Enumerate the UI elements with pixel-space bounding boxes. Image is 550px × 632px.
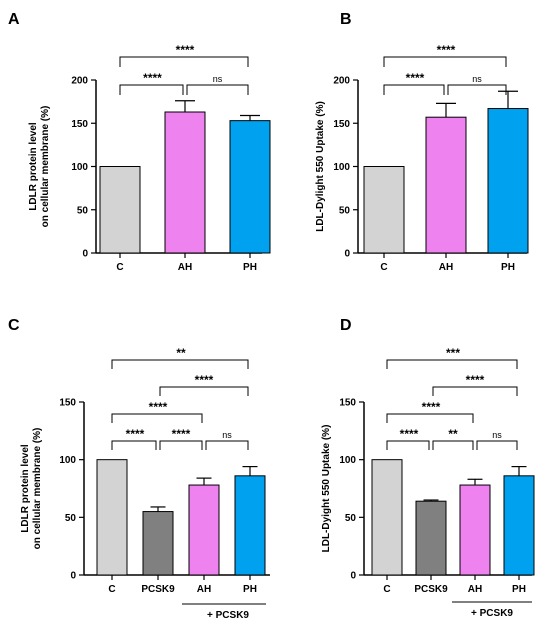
bar-pcsk9 bbox=[142, 511, 174, 576]
significance-bracket bbox=[186, 84, 249, 95]
x-tick-label: PCSK9 bbox=[414, 584, 448, 595]
bar-c bbox=[363, 166, 405, 254]
y-tick-label: 50 bbox=[339, 205, 351, 216]
significance-label: **** bbox=[406, 71, 425, 85]
y-axis-label: LDLR protein level bbox=[20, 444, 31, 533]
significance-bracket bbox=[111, 440, 157, 450]
significance-label: **** bbox=[437, 43, 456, 57]
x-tick-label: PH bbox=[501, 262, 515, 273]
x-tick-label: C bbox=[116, 262, 123, 273]
significance-label: ** bbox=[448, 427, 458, 441]
y-tick-label: 100 bbox=[59, 455, 76, 466]
bar-ah bbox=[164, 111, 206, 254]
y-tick-label: 150 bbox=[339, 398, 356, 409]
panel-a: A 0 50 100 150 200 LDLR protein level on cellul… bbox=[8, 11, 271, 273]
significance-label: ** bbox=[176, 346, 186, 360]
panel-b: B 0 50 100 150 200 LDL-Dylight 550 Uptake (%) C… bbox=[315, 11, 529, 273]
y-axis-label: on cellular membrane (%) bbox=[32, 428, 43, 550]
group-label: + PCSK9 bbox=[207, 610, 249, 621]
x-tick-label: AH bbox=[178, 262, 192, 273]
significance-label: **** bbox=[176, 43, 195, 57]
significance-label: **** bbox=[172, 427, 191, 441]
y-tick-label: 50 bbox=[77, 205, 89, 216]
bar-c bbox=[99, 166, 141, 254]
bar-ah bbox=[188, 484, 220, 576]
y-tick-label: 0 bbox=[350, 571, 356, 582]
bar-pcsk9 bbox=[415, 500, 447, 576]
y-tick-label: 150 bbox=[333, 119, 350, 130]
x-tick-label: PH bbox=[243, 262, 257, 273]
panel-d: D 0 50 100 150 LDL-Dyight 550 Uptake (%) C PCSK… bbox=[321, 317, 535, 619]
y-tick-label: 200 bbox=[333, 76, 350, 87]
panel-letter: D bbox=[340, 317, 352, 334]
y-tick-label: 200 bbox=[71, 76, 88, 87]
significance-bracket bbox=[386, 440, 430, 450]
significance-label: *** bbox=[446, 346, 460, 360]
y-tick-label: 100 bbox=[333, 162, 350, 173]
panel-letter: B bbox=[340, 11, 352, 28]
significance-bracket bbox=[159, 386, 249, 396]
y-tick-label: 0 bbox=[344, 249, 350, 260]
x-tick-label: C bbox=[380, 262, 387, 273]
significance-label: **** bbox=[149, 400, 168, 414]
y-tick-label: 0 bbox=[70, 571, 76, 582]
significance-bracket bbox=[432, 386, 518, 396]
y-tick-label: 0 bbox=[82, 249, 88, 260]
bar-c bbox=[96, 459, 128, 576]
x-tick-label: C bbox=[383, 584, 390, 595]
x-tick-label: AH bbox=[197, 584, 211, 595]
y-axis-label: on cellular membrane (%) bbox=[40, 106, 51, 228]
significance-label: **** bbox=[195, 373, 214, 387]
panel-c: C 0 50 100 150 LDLR protein level on cellular … bbox=[8, 317, 270, 621]
significance-bracket bbox=[383, 84, 445, 95]
panel-letter: C bbox=[8, 317, 20, 334]
significance-bracket bbox=[205, 440, 249, 450]
x-tick-label: AH bbox=[468, 584, 482, 595]
significance-label: **** bbox=[126, 427, 145, 441]
significance-bracket bbox=[111, 413, 203, 423]
x-tick-label: PCSK9 bbox=[141, 584, 175, 595]
bar-ph bbox=[234, 475, 266, 576]
significance-bracket bbox=[386, 359, 518, 369]
significance-label: ns bbox=[213, 74, 223, 84]
y-axis-label: LDL-Dyight 550 Uptake (%) bbox=[321, 425, 332, 553]
significance-label: **** bbox=[466, 373, 485, 387]
bar-ah bbox=[425, 116, 467, 254]
y-tick-label: 50 bbox=[65, 513, 77, 524]
significance-label: ns bbox=[222, 430, 232, 440]
bar-ph bbox=[229, 120, 271, 254]
group-label: + PCSK9 bbox=[471, 608, 513, 619]
significance-bracket bbox=[432, 440, 474, 450]
x-tick-label: C bbox=[108, 584, 115, 595]
bar-ph bbox=[503, 475, 535, 576]
y-tick-label: 100 bbox=[339, 455, 356, 466]
significance-bracket bbox=[447, 84, 507, 95]
y-axis-label: LDL-Dylight 550 Uptake (%) bbox=[315, 101, 326, 232]
significance-bracket bbox=[119, 56, 249, 67]
y-axis-label: LDLR protein level bbox=[28, 122, 39, 211]
bar-c bbox=[371, 459, 403, 576]
significance-label: ns bbox=[492, 430, 502, 440]
x-tick-label: PH bbox=[512, 584, 526, 595]
y-tick-label: 150 bbox=[71, 119, 88, 130]
significance-bracket bbox=[159, 440, 203, 450]
y-tick-label: 150 bbox=[59, 398, 76, 409]
significance-bracket bbox=[111, 359, 249, 369]
y-tick-label: 50 bbox=[345, 513, 357, 524]
bar-ah bbox=[459, 484, 491, 576]
significance-label: **** bbox=[400, 427, 419, 441]
significance-bracket bbox=[476, 440, 518, 450]
x-tick-label: PH bbox=[243, 584, 257, 595]
significance-bracket bbox=[386, 413, 474, 423]
y-tick-label: 100 bbox=[71, 162, 88, 173]
significance-label: ns bbox=[472, 74, 482, 84]
significance-label: **** bbox=[143, 71, 162, 85]
panel-letter: A bbox=[8, 11, 20, 28]
x-tick-label: AH bbox=[439, 262, 453, 273]
significance-label: **** bbox=[422, 400, 441, 414]
significance-bracket bbox=[383, 56, 507, 67]
bar-ph bbox=[487, 108, 529, 254]
significance-bracket bbox=[119, 84, 184, 95]
